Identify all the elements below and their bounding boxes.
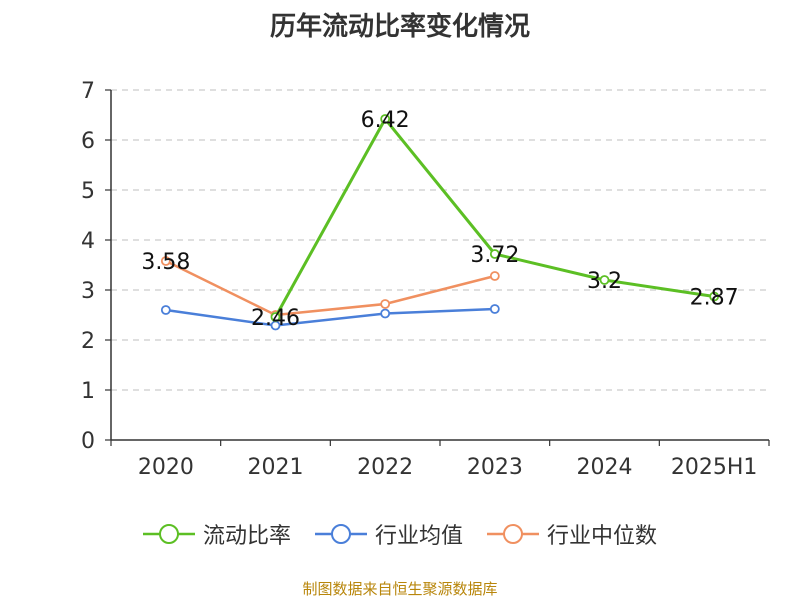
data-label-current_ratio: 3.72 [470, 243, 519, 268]
data-point-current_ratio [489, 249, 500, 259]
data-label-current_ratio: 2.46 [251, 306, 300, 331]
data-label-current_ratio: 6.42 [361, 108, 410, 133]
legend-item-industry-mean[interactable]: 行业均值 [314, 518, 463, 550]
data-point-industry_mean [489, 304, 500, 314]
y-tick-label: 2 [81, 329, 95, 354]
legend-marker-industry-mean [314, 524, 367, 544]
legend-label-industry-median: 行业中位数 [547, 524, 658, 549]
legend-label-industry-mean: 行业均值 [374, 524, 463, 549]
series-line-current_ratio [274, 117, 715, 318]
data-point-industry_median [489, 271, 500, 281]
data-point-current_ratio [599, 275, 610, 285]
x-tick-label: 2022 [357, 455, 413, 480]
x-tick-label: 2021 [248, 455, 304, 480]
data-point-current_ratio [380, 114, 391, 124]
legend-marker-industry-median [487, 524, 539, 544]
x-tick-label: 2024 [577, 455, 633, 480]
data-point-current_ratio [270, 312, 281, 322]
series-line-industry_mean [165, 307, 495, 327]
y-tick-label: 6 [81, 129, 95, 154]
x-tick-label: 2025H1 [671, 455, 758, 480]
legend-item-current-ratio[interactable]: 流动比率 [142, 518, 291, 550]
y-tick-label: 5 [81, 179, 95, 204]
legend-marker-current-ratio [142, 524, 195, 544]
data-point-industry_mean [380, 308, 391, 319]
x-tick-label: 2023 [467, 455, 523, 480]
data-point-industry_median [380, 299, 391, 309]
series-line-industry_median [165, 259, 496, 317]
data-source-note: 制图数据来自恒生聚源数据库 [302, 580, 498, 598]
data-label-industry_median: 3.58 [141, 250, 190, 275]
legend-label-current-ratio: 流动比率 [202, 524, 291, 549]
y-tick-label: 4 [81, 229, 95, 254]
y-tick-label: 1 [81, 379, 95, 404]
chart-legend: 流动比率 行业均值 行业中位数 [0, 518, 800, 550]
x-tick-label: 2020 [138, 455, 194, 480]
data-point-industry_median [160, 256, 171, 266]
data-point-current_ratio [709, 291, 720, 302]
data-point-industry_mean [160, 305, 171, 315]
y-tick-label: 7 [81, 79, 95, 104]
data-label-current_ratio: 3.2 [587, 269, 622, 294]
y-tick-label: 0 [81, 429, 95, 454]
chart-title: 历年流动比率变化情况 [269, 12, 530, 42]
legend-item-industry-median[interactable]: 行业中位数 [487, 518, 657, 550]
data-label-current_ratio: 2.87 [690, 286, 739, 311]
y-tick-label: 3 [81, 279, 95, 304]
